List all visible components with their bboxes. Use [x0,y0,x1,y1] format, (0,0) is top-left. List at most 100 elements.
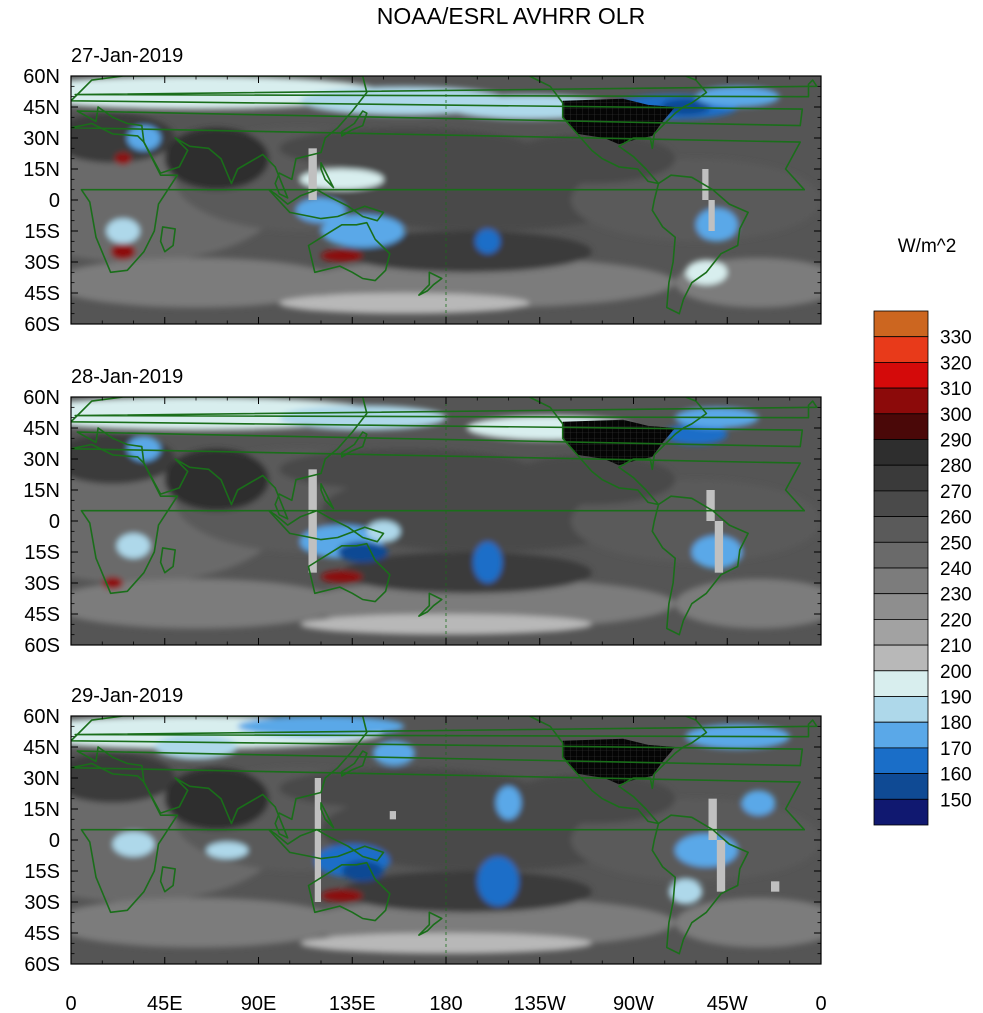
coastline [651,495,749,636]
legend-swatch [873,336,929,363]
coastline [307,861,391,922]
coastline [307,221,391,282]
coastline [651,174,749,315]
legend-level: 240 [940,559,972,580]
coastline [771,385,792,389]
lat-label: 30S [24,573,60,595]
legend-level: 230 [940,585,972,606]
coastline [651,814,749,955]
legend-level: 250 [940,533,972,554]
coastline [418,271,443,296]
lat-label: 30S [24,252,60,274]
coastlines [71,385,818,636]
legend-swatch [873,747,929,775]
olr-region [279,448,530,491]
legend-level: 200 [940,662,972,683]
lat-label: 15S [24,221,60,243]
missing-data [708,798,717,840]
legend-level: 160 [940,765,972,786]
coastline [418,592,443,617]
olr-region [279,767,530,809]
lat-label: 15N [23,480,60,502]
coastline [74,400,818,419]
coastline [418,911,443,936]
legend-level: 320 [940,353,972,374]
legend-swatch [873,619,929,646]
olr-region [164,448,269,511]
olr-region [496,786,521,820]
legend-swatch [873,464,929,492]
lat-label: 30N [23,768,60,790]
olr-field: 60N 45N 30N 15N 0 15S 30S 45S 60S [23,706,822,976]
map-panel-29-jan: 29-Jan-2019 60N 45N 30N 15N 0 15S 30S 45S 60S [23,685,822,976]
legend-level: 210 [940,636,972,657]
lon-label: 135E [329,993,376,1013]
coastline [159,226,176,253]
olr-region [321,249,363,262]
olr-region [508,133,676,184]
coastline [71,397,804,520]
missing-data [308,469,317,573]
coastline [470,397,708,506]
coastline [268,188,385,222]
figure-title: NOAA/ESRL AVHRR OLR [377,3,645,29]
lon-label: 90E [241,993,277,1013]
lon-label: 0 [65,993,76,1013]
coastline [268,509,385,543]
legend-swatch [873,593,929,620]
olr-field: 60N 45N 30N 15N 0 15S 30S 45S 60S [23,385,822,657]
lat-label: 60N [23,706,60,728]
lon-label: 135W [514,993,566,1013]
legend-level: 220 [940,610,972,631]
legend-level: 190 [940,688,972,709]
legend-level: 310 [940,379,972,400]
legend-level: 150 [940,790,972,811]
lat-label: 30N [23,128,60,150]
coastline [771,64,792,68]
olr-region [477,856,519,907]
lat-label: 30S [24,892,60,914]
olr-region [300,933,592,954]
panel-date: 28-Jan-2019 [71,366,183,388]
coastline [307,542,391,603]
coastlines [71,64,818,315]
olr-region [675,897,821,948]
olr-region [206,842,249,859]
olr-region [696,208,738,242]
legend-swatch [873,310,929,338]
map-panel-27-jan: 27-Jan-2019 60N 45N 30N 15N 0 15S 30S 45S 60S [23,45,822,336]
olr-region [675,578,821,629]
olr-region [373,740,415,766]
lat-label: 0 [49,830,60,852]
legend-swatch [873,387,929,415]
olr-region [675,833,738,867]
legend-swatch [873,361,929,389]
lat-label: 60S [24,314,60,336]
coastline [74,79,818,98]
coastline [470,76,708,185]
legend-level: 330 [940,328,972,349]
lat-label: 60S [24,954,60,976]
coastline [320,162,335,189]
legend-swatch [873,696,929,723]
coastline [71,122,806,274]
coastlines [71,716,818,955]
panel-date: 27-Jan-2019 [71,45,183,67]
lon-label: 0 [815,993,826,1013]
coastline [71,76,804,199]
legend-swatch [873,413,929,440]
olr-region [71,578,342,629]
lat-label: 45S [24,923,60,945]
coastline [341,750,368,777]
olr-region [279,127,530,169]
color-legend: W/m^2 330 320 310 300 290 280 270 260 250 240 230 2… [873,236,972,826]
legend-swatch [873,798,929,826]
olr-region [71,257,342,308]
olr-region [300,614,592,635]
panel-date: 29-Jan-2019 [71,685,183,707]
lat-label: 60N [23,66,60,88]
legend-level: 270 [940,482,972,503]
olr-region [366,521,401,542]
legend-swatch [873,567,929,595]
